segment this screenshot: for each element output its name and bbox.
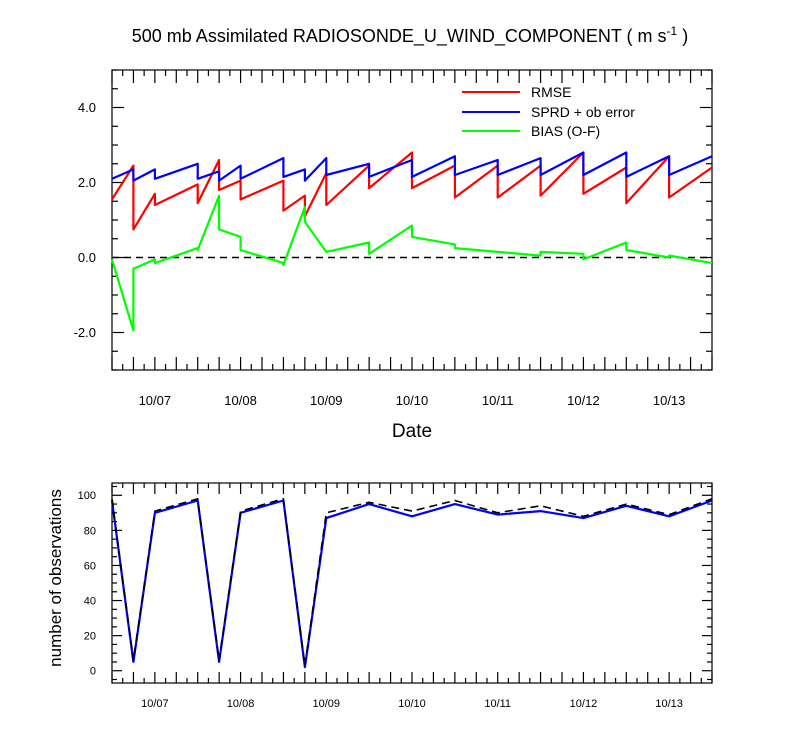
bottom-plot-area: 10/07 10/08 10/09 10/10 10/11 10/12 10/13 0 20 40… <box>78 482 713 710</box>
top-x-tick-label: 10/10 <box>396 393 429 408</box>
bottom-x-tick-label: 10/07 <box>141 698 169 710</box>
bottom-y-tick-label: 60 <box>84 560 96 572</box>
bottom-x-tick-label: 10/09 <box>313 698 341 710</box>
top-x-tick-label: 10/08 <box>224 393 257 408</box>
title-superscript: -1 <box>667 24 678 38</box>
bottom-frame <box>111 482 713 684</box>
top-y-tick-label: -2.0 <box>74 325 96 340</box>
top-plot-area: 10/07 10/08 10/09 10/10 10/11 10/12 10/13 -2.0 0… <box>74 69 713 408</box>
top-chart-title: 500 mb Assimilated RADIOSONDE_U_WIND_COM… <box>132 24 688 47</box>
title-close: ) <box>677 26 688 46</box>
legend-label-bias-o-f: BIAS (O-F) <box>531 123 600 139</box>
top-y-tick-label: 2.0 <box>78 175 96 190</box>
bottom-x-tick-label: 10/10 <box>398 698 426 710</box>
top-y-tick-label: 0.0 <box>78 250 96 265</box>
bottom-y-tick-label: 20 <box>84 631 96 643</box>
top-series-sprd-ob-error <box>111 151 713 182</box>
top-x-tick-label: 10/13 <box>653 393 686 408</box>
top-x-tick-label: 10/12 <box>567 393 600 408</box>
bottom-y-tick-label: 80 <box>84 525 96 537</box>
top-y-tick-label: 4.0 <box>78 100 96 115</box>
bottom-x-tick-label: 10/11 <box>484 698 511 710</box>
bottom-y-tick-label: 100 <box>78 490 96 502</box>
top-x-axis-label: Date <box>392 421 432 442</box>
top-x-tick-label: 10/11 <box>482 393 514 408</box>
bottom-y-tick-label: 0 <box>90 666 96 678</box>
legend-label-rmse: RMSE <box>531 84 571 100</box>
bottom-series-observations-available <box>111 497 713 667</box>
bottom-y-axis-label: number of observations <box>46 489 65 667</box>
top-x-tick-label: 10/07 <box>139 393 172 408</box>
bottom-x-tick-label: 10/13 <box>655 698 683 710</box>
bottom-x-tick-label: 10/08 <box>227 698 255 710</box>
bottom-x-tick-label: 10/12 <box>570 698 598 710</box>
bottom-y-tick-label: 40 <box>84 596 96 608</box>
bottom-series-observations-used <box>110 499 713 669</box>
top-x-tick-label: 10/09 <box>310 393 343 408</box>
top-series-bias-o-f <box>110 194 713 332</box>
legend-label-sprd-ob-error: SPRD + ob error <box>531 104 635 120</box>
